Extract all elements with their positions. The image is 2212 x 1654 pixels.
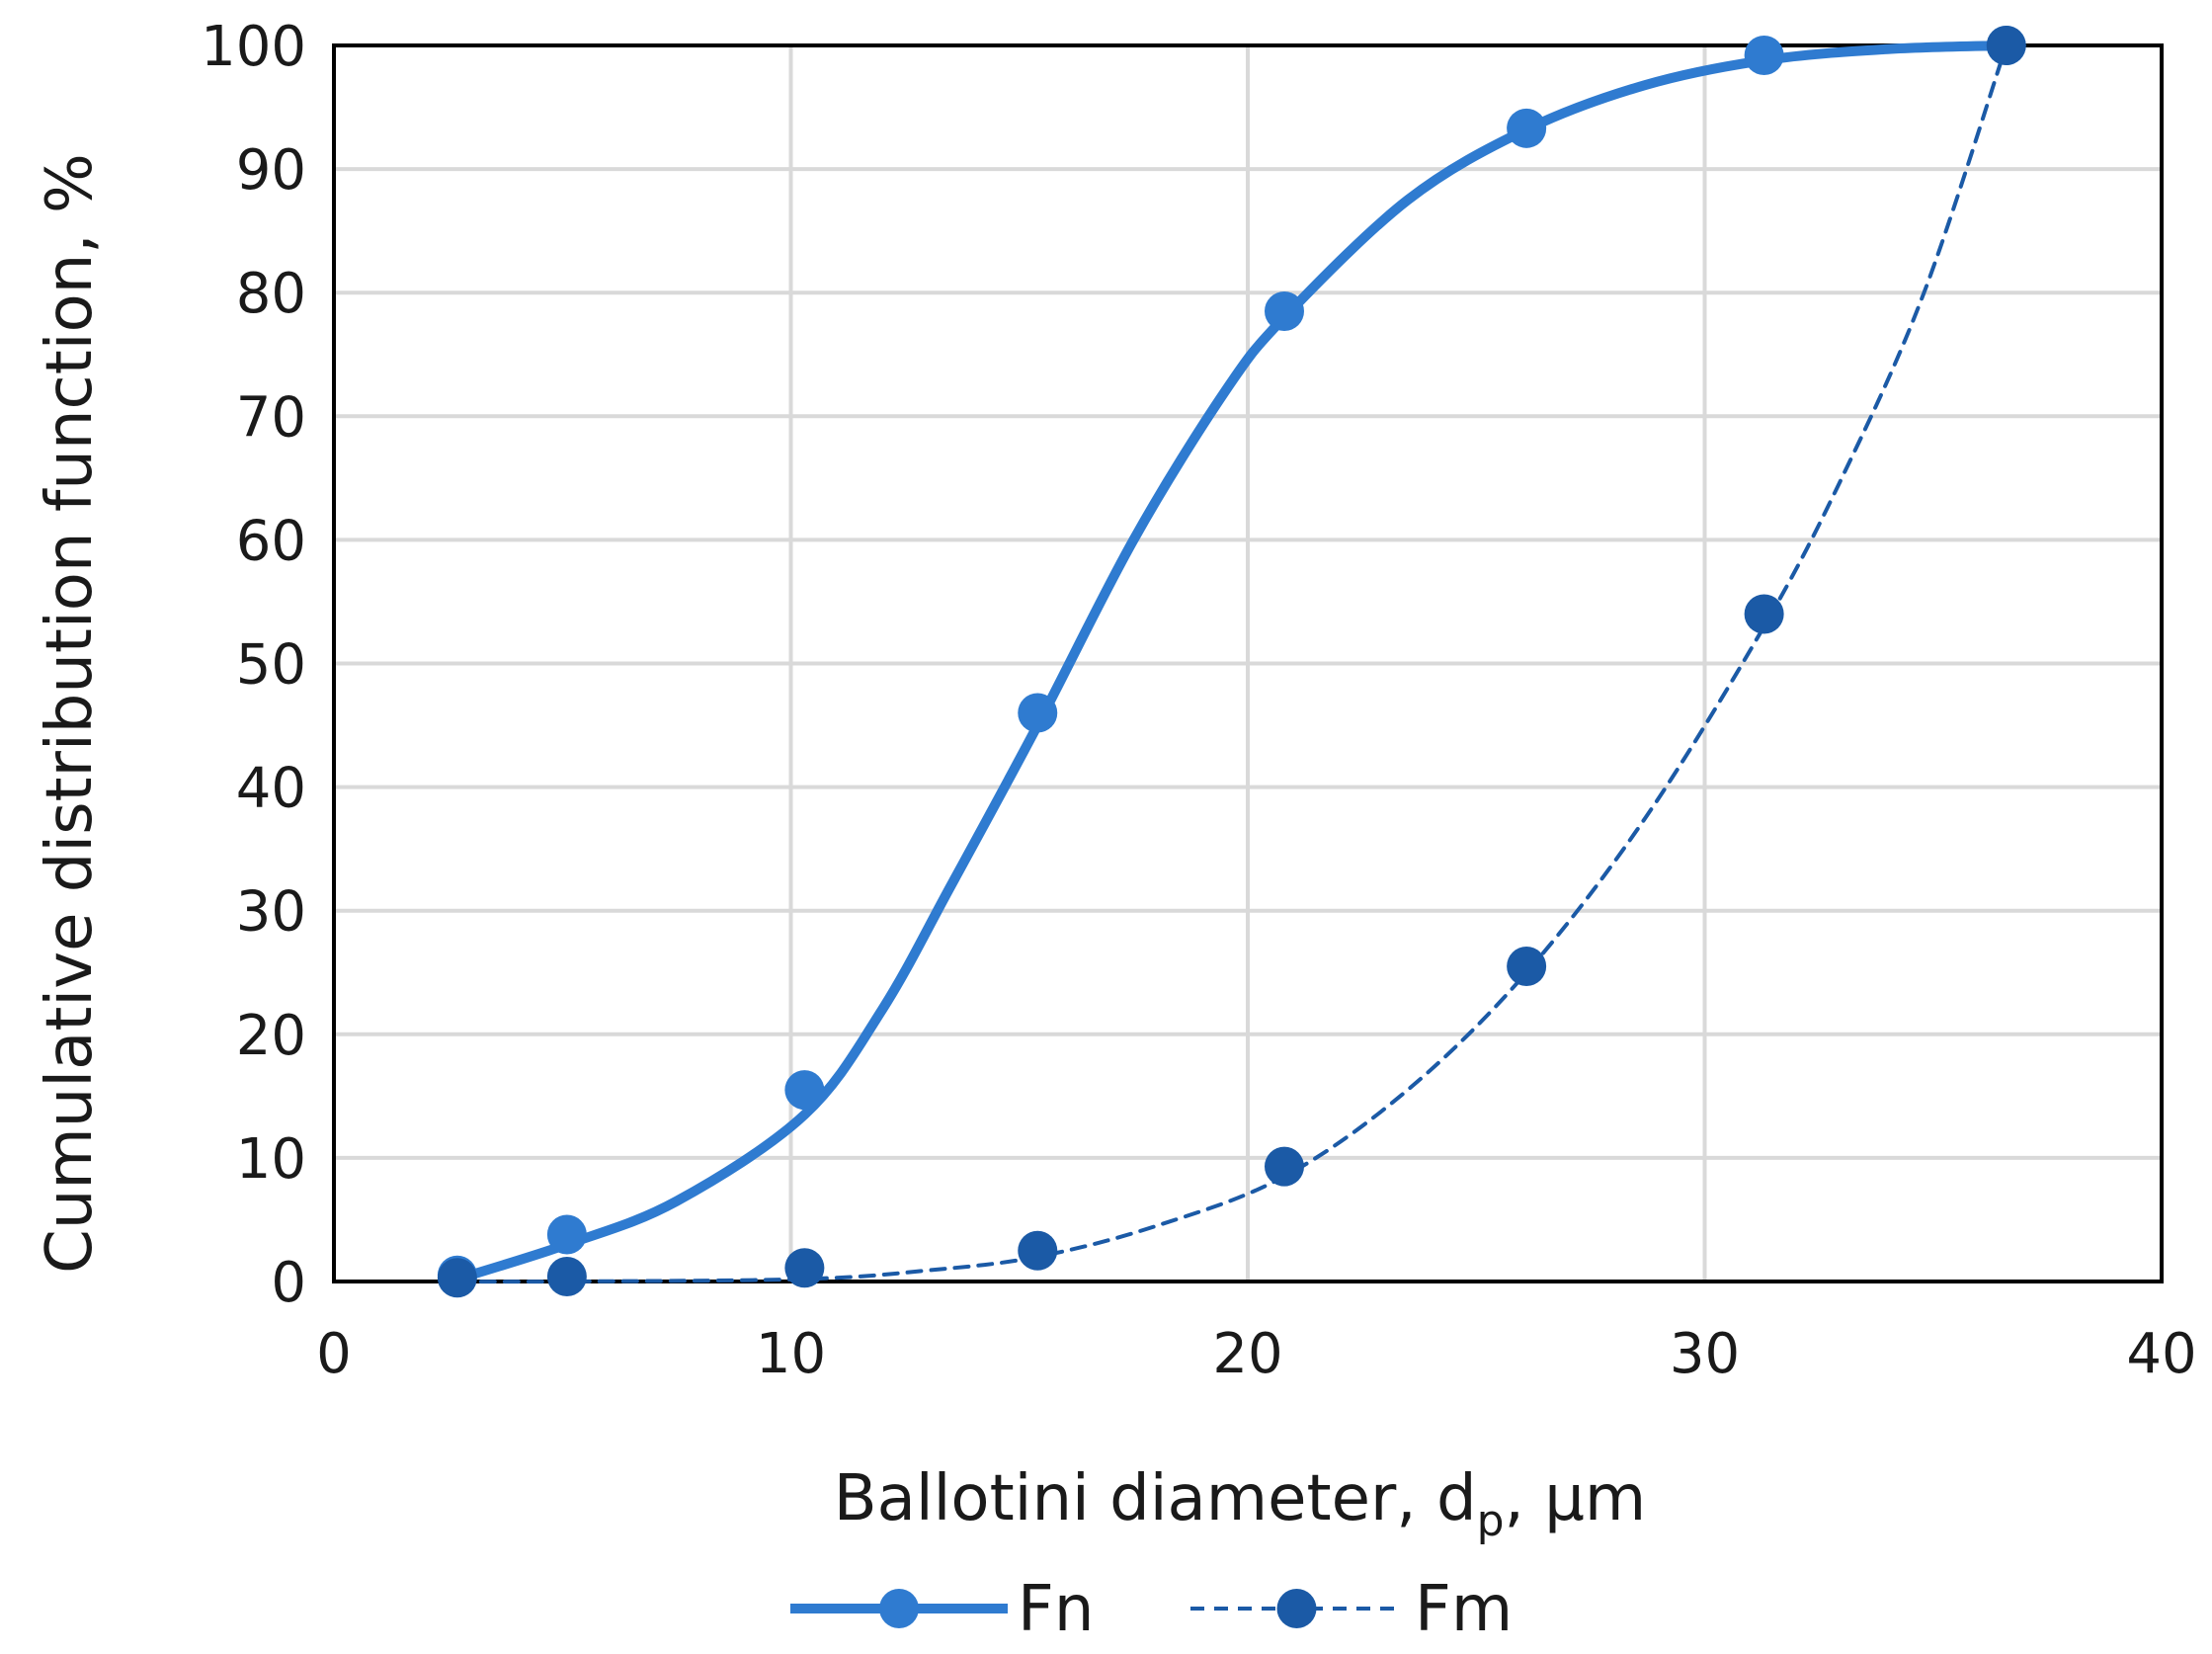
x-axis-title-main: Ballotini diameter, d	[834, 1462, 1477, 1535]
data-point-Fn	[546, 1214, 587, 1255]
data-point-Fm	[784, 1248, 825, 1288]
series-Fn	[437, 26, 2026, 1295]
y-tick-label: 30	[236, 880, 306, 945]
plot-frame	[332, 43, 2164, 1283]
y-tick-label: 10	[236, 1127, 306, 1192]
legend-marker	[1276, 1589, 1317, 1628]
x-axis-ticks: 0 10 20 30 40	[316, 1322, 2196, 1386]
legend: Fn Fm	[790, 1573, 1513, 1646]
data-point-Fn	[1744, 36, 1784, 76]
y-axis-ticks: 0 10 20 30 40 50 60 70 80 90 100	[201, 15, 306, 1315]
legend-entry-Fm: Fm	[1190, 1573, 1513, 1646]
data-point-Fm	[437, 1258, 477, 1298]
legend-label: Fn	[1018, 1573, 1094, 1646]
y-tick-label: 70	[236, 385, 306, 450]
data-point-Fm	[1986, 26, 2026, 65]
y-tick-label: 40	[236, 757, 306, 821]
series-Fm	[437, 26, 2026, 1298]
y-tick-label: 0	[271, 1251, 306, 1315]
series-line-Fm	[454, 43, 2008, 1284]
series-line-Fn	[451, 41, 2011, 1284]
y-tick-label: 20	[236, 1004, 306, 1068]
data-point-Fn	[1018, 693, 1058, 733]
data-point-Fm	[546, 1256, 587, 1296]
x-tick-label: 20	[1212, 1322, 1282, 1386]
y-tick-label: 80	[236, 262, 306, 326]
x-tick-label: 30	[1670, 1322, 1740, 1386]
data-point-Fn	[1507, 108, 1547, 148]
data-point-Fn	[1265, 290, 1304, 331]
x-tick-label: 40	[2126, 1322, 2196, 1386]
legend-entry-Fn: Fn	[790, 1573, 1094, 1646]
y-tick-label: 50	[236, 633, 306, 698]
series-layer	[437, 26, 2026, 1298]
data-point-Fm	[1744, 594, 1784, 634]
data-point-Fm	[1265, 1146, 1304, 1187]
data-point-Fn	[784, 1070, 825, 1111]
x-tick-label: 10	[756, 1322, 826, 1386]
x-tick-label: 0	[316, 1322, 352, 1386]
y-tick-label: 90	[236, 138, 306, 203]
x-axis-title: Ballotini diameter, dp, µm	[834, 1462, 1647, 1546]
data-point-Fm	[1018, 1230, 1058, 1271]
legend-marker	[879, 1589, 919, 1628]
x-axis-title-suffix: , µm	[1505, 1462, 1647, 1535]
data-point-Fm	[1507, 946, 1547, 986]
legend-label: Fm	[1415, 1573, 1513, 1646]
x-axis-title-subscript: p	[1477, 1496, 1505, 1546]
y-tick-label: 100	[201, 15, 306, 79]
grid	[334, 45, 2162, 1282]
y-axis-title: Cumulative distribution function, %	[34, 153, 107, 1274]
y-tick-label: 60	[236, 509, 306, 573]
